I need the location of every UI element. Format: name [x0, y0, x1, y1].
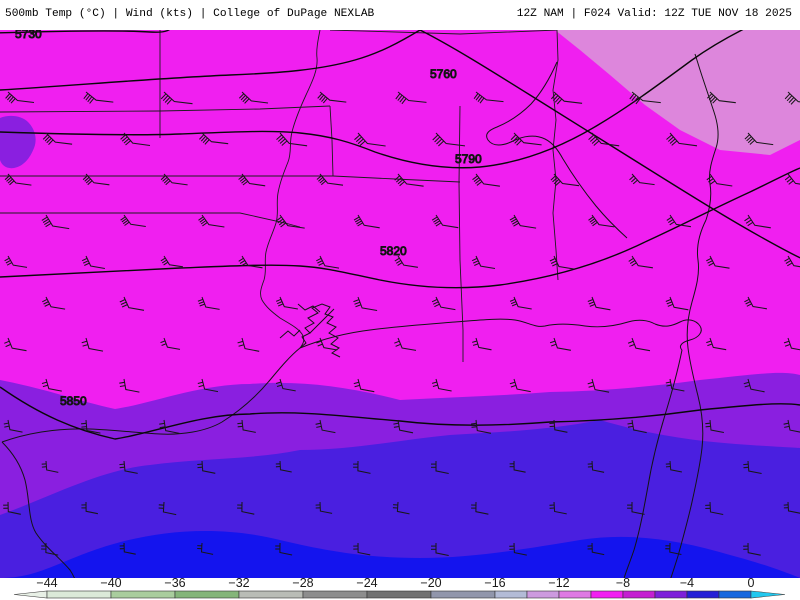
svg-text:−40: −40 — [100, 578, 121, 590]
svg-text:−36: −36 — [164, 578, 185, 590]
svg-text:−8: −8 — [616, 578, 630, 590]
svg-text:−12: −12 — [548, 578, 569, 590]
svg-text:5790: 5790 — [455, 152, 482, 166]
svg-text:−24: −24 — [356, 578, 377, 590]
svg-text:5760: 5760 — [430, 67, 457, 81]
svg-text:−16: −16 — [484, 578, 505, 590]
svg-text:−4: −4 — [680, 578, 694, 590]
svg-text:−44: −44 — [36, 578, 57, 590]
svg-text:5730: 5730 — [15, 30, 42, 41]
svg-text:−20: −20 — [420, 578, 441, 590]
svg-text:−32: −32 — [228, 578, 249, 590]
svg-text:0: 0 — [748, 578, 755, 590]
svg-text:5820: 5820 — [380, 244, 407, 258]
svg-text:5850: 5850 — [60, 394, 87, 408]
svg-text:−28: −28 — [292, 578, 313, 590]
